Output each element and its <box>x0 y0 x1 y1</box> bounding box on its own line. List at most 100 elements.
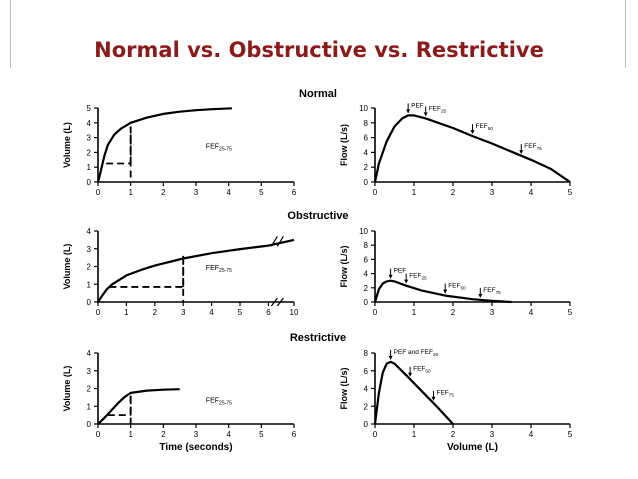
x-axis-label: Time (seconds) <box>159 442 232 453</box>
x-tick-label: 0 <box>373 308 378 317</box>
x-tick-label: 0 <box>96 308 101 317</box>
marker-label: FEF25 <box>429 105 447 113</box>
x-tick-label: 4 <box>226 430 231 439</box>
marker-arrow-head <box>406 109 411 114</box>
marker-label: PEF and FEF25 <box>394 349 439 357</box>
y-tick-label: 10 <box>359 104 368 113</box>
x-tick-label: 4 <box>529 430 534 439</box>
normal-flow-volume-panel: 0 2 4 6 8 10 0 1 2 3 4 5 Flow (L/s) PEF FEF25 FEF50 FEF7… <box>339 102 573 197</box>
x-tick-label: 1 <box>412 188 417 197</box>
spirometry-figure: 0 1 2 3 4 5 0 1 2 3 4 5 6 Volume (L) Normal FEF25-75 0 2 4… <box>62 88 573 453</box>
x-tick-label: 2 <box>161 430 166 439</box>
x-tick-label: 2 <box>451 188 456 197</box>
fef-annotation: FEF25-75 <box>206 398 232 407</box>
x-tick-label: 5 <box>568 430 573 439</box>
x-tick-label: 1 <box>124 308 129 317</box>
marker-label: FEF75 <box>524 143 542 151</box>
x-tick-label: 6 <box>292 188 297 197</box>
y-tick-label: 4 <box>87 349 92 358</box>
x-tick-label: 3 <box>194 188 199 197</box>
marker-arrow-head <box>519 150 524 155</box>
obstructive-volume-time-panel: 0 1 2 3 4 0 1 2 3 4 5 6 10 Volume (L) Obstructive FEF25… <box>62 210 349 317</box>
marker-arrow-head <box>388 355 393 360</box>
y-tick-label: 0 <box>364 178 369 187</box>
y-tick-label: 0 <box>364 420 369 429</box>
series-line <box>373 279 512 304</box>
x-tick-label: 2 <box>161 188 166 197</box>
marker-arrow-head <box>423 112 428 117</box>
y-tick-label: 3 <box>87 367 92 376</box>
marker-arrow-head <box>431 396 436 401</box>
x-tick-label: 3 <box>194 430 199 439</box>
y-tick-label: 2 <box>87 148 92 157</box>
x-tick-label: 1 <box>412 308 417 317</box>
x-tick-label: 3 <box>490 308 495 317</box>
fef-annotation: FEF25-75 <box>206 144 232 153</box>
y-axis-label: Flow (L/s) <box>339 124 349 166</box>
row-title: Restrictive <box>290 332 346 344</box>
marker-arrow-head <box>443 289 448 294</box>
x-axis-break-mark <box>276 297 284 307</box>
y-tick-label: 6 <box>364 367 369 376</box>
marker-arrow-head <box>408 372 413 377</box>
y-tick-label: 0 <box>87 420 92 429</box>
y-tick-label: 5 <box>87 104 92 113</box>
x-tick-label: 1 <box>128 430 133 439</box>
y-tick-label: 8 <box>364 349 369 358</box>
y-tick-label: 2 <box>364 402 369 411</box>
y-tick-label: 10 <box>359 227 368 236</box>
y-tick-label: 4 <box>364 385 369 394</box>
x-tick-label: 3 <box>181 308 186 317</box>
marker-label: FEF75 <box>437 390 455 398</box>
marker-arrow-head <box>470 130 475 135</box>
y-tick-label: 2 <box>87 385 92 394</box>
normal-volume-time-panel: 0 1 2 3 4 5 0 1 2 3 4 5 6 Volume (L) Normal FEF25-75 <box>62 88 337 197</box>
y-tick-label: 6 <box>364 134 369 143</box>
row-title: Obstructive <box>287 210 348 222</box>
series-line <box>97 238 295 303</box>
x-tick-label: 5 <box>568 308 573 317</box>
y-tick-label: 1 <box>87 280 92 289</box>
x-axis-label: Volume (L) <box>447 442 498 453</box>
x-tick-label: 3 <box>490 188 495 197</box>
y-axis-label: Volume (L) <box>62 366 72 412</box>
marker-label: FEF75 <box>483 287 501 295</box>
x-tick-label: 5 <box>259 430 264 439</box>
fef-annotation: FEF25-75 <box>206 265 232 274</box>
marker-arrow-head <box>388 274 393 279</box>
x-tick-label: 0 <box>96 188 101 197</box>
x-tick-label: 4 <box>529 188 534 197</box>
row-title: Normal <box>299 88 337 100</box>
y-axis-label: Flow (L/s) <box>339 368 349 410</box>
marker-label: FEF50 <box>476 123 494 131</box>
y-tick-label: 2 <box>87 263 92 272</box>
x-tick-label: 2 <box>451 430 456 439</box>
y-tick-label: 8 <box>364 119 369 128</box>
x-axis-break-mark <box>270 297 278 307</box>
marker-arrow-head <box>404 279 409 284</box>
y-axis-label: Flow (L/s) <box>339 246 349 288</box>
right-frame-line <box>625 0 626 68</box>
x-tick-label: 5 <box>238 308 243 317</box>
x-tick-label: 3 <box>490 430 495 439</box>
restrictive-volume-time-panel: 0 1 2 3 4 0 1 2 3 4 5 6 Volume (L) Time (seconds) Rest… <box>62 332 346 453</box>
curve-break-mark <box>276 235 284 247</box>
marker-label: FEF25 <box>409 273 427 281</box>
x-tick-label: 2 <box>451 308 456 317</box>
x-tick-label: 5 <box>259 188 264 197</box>
x-tick-label: 1 <box>128 188 133 197</box>
series-line <box>373 360 454 425</box>
marker-label: PEF <box>394 268 407 275</box>
x-tick-label: 0 <box>373 188 378 197</box>
x-tick-label: 6 <box>266 308 271 317</box>
y-axis-label: Volume (L) <box>62 244 72 290</box>
x-tick-label: 6 <box>292 430 297 439</box>
marker-arrow-head <box>478 293 483 298</box>
x-tick-label: 1 <box>412 430 417 439</box>
slide-frame <box>10 0 626 479</box>
y-tick-label: 4 <box>87 119 92 128</box>
y-tick-label: 3 <box>87 134 92 143</box>
series-line <box>97 388 180 425</box>
y-tick-label: 2 <box>364 163 369 172</box>
y-tick-label: 0 <box>87 298 92 307</box>
